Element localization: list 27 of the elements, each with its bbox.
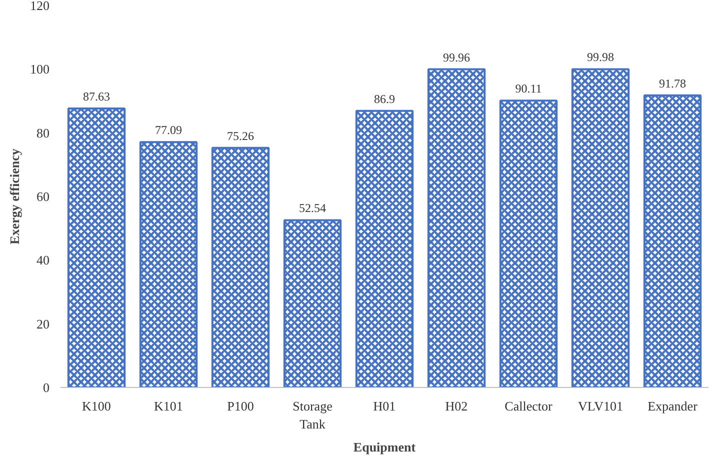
x-tick-label: VLV101 — [578, 398, 624, 414]
data-label: 77.09 — [155, 123, 182, 138]
x-tick-label: Expander — [648, 398, 698, 414]
data-label: 75.26 — [227, 128, 254, 143]
x-tick-label: H02 — [445, 398, 468, 414]
x-tick-label: P100 — [227, 398, 254, 414]
data-label: 90.11 — [515, 82, 542, 96]
x-tick-label: H01 — [373, 398, 396, 414]
y-tick-label: 80 — [36, 125, 50, 140]
y-tick-label: 100 — [30, 62, 50, 77]
x-tick-label: K100 — [82, 398, 111, 414]
y-tick-label: 120 — [30, 0, 50, 13]
x-tick-label: Storage Tank — [292, 398, 333, 432]
data-label: 86.9 — [374, 92, 395, 106]
y-tick-label: 0 — [43, 380, 50, 395]
data-label: 87.63 — [83, 90, 110, 104]
y-axis-title: Exergy efficiency — [7, 148, 22, 244]
data-label: 52.54 — [299, 201, 326, 216]
x-axis-title: Equipment — [353, 440, 416, 454]
y-tick-label: 40 — [36, 252, 50, 268]
y-tick-label: 60 — [36, 189, 50, 204]
data-label: 91.78 — [659, 76, 686, 90]
y-tick-label: 20 — [36, 316, 50, 332]
x-tick-label: Callector — [504, 398, 553, 414]
data-label: 99.98 — [587, 50, 614, 64]
data-label: 99.96 — [443, 50, 470, 64]
x-tick-label: K101 — [154, 398, 183, 414]
